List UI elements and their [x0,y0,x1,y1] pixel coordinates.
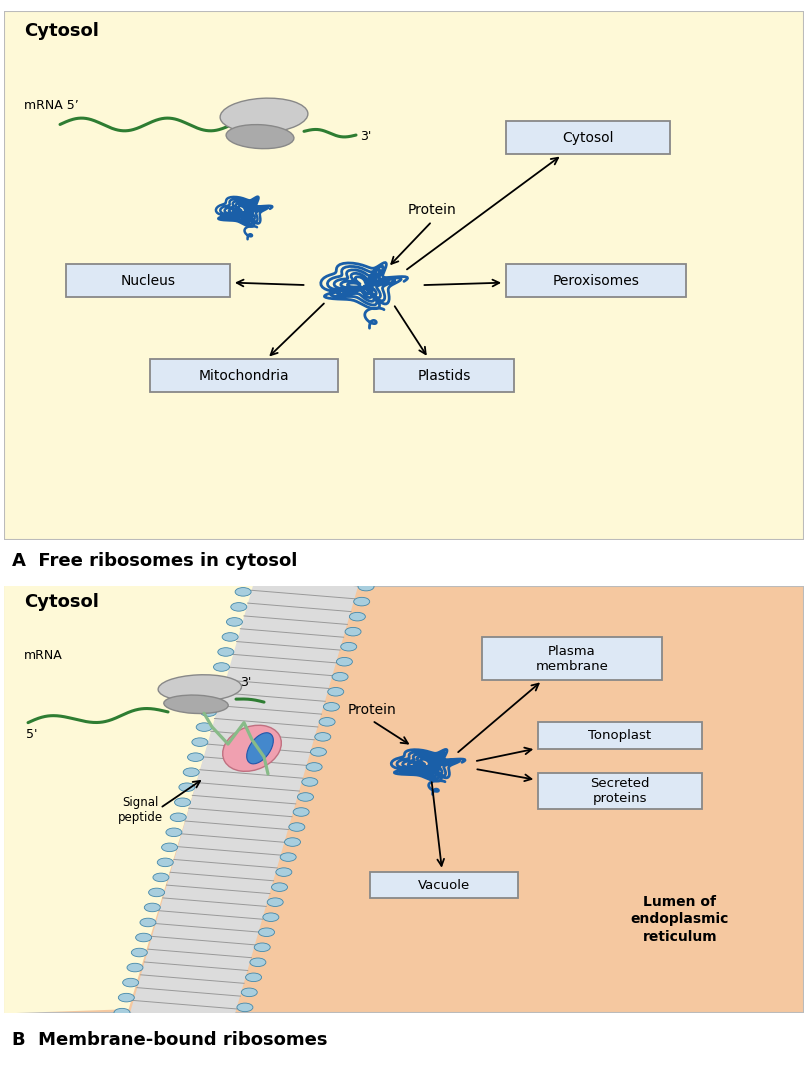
Ellipse shape [226,125,294,149]
Circle shape [162,843,178,852]
Circle shape [237,1003,253,1011]
Text: Cytosol: Cytosol [24,21,99,40]
FancyBboxPatch shape [538,723,701,748]
Circle shape [179,783,195,791]
Circle shape [302,777,318,786]
Circle shape [132,948,147,957]
Text: Protein: Protein [408,203,457,217]
Circle shape [323,702,339,711]
Circle shape [226,618,242,626]
Circle shape [297,793,314,802]
Polygon shape [4,582,257,1013]
Text: 3': 3' [240,677,251,690]
Circle shape [358,583,374,591]
Circle shape [315,732,330,741]
Text: 3': 3' [360,130,372,143]
Text: Cytosol: Cytosol [562,130,614,144]
Circle shape [183,768,200,776]
FancyBboxPatch shape [66,264,229,297]
Circle shape [153,873,169,882]
Text: Vacuole: Vacuole [418,879,470,892]
Circle shape [166,828,182,837]
FancyBboxPatch shape [150,359,338,392]
Polygon shape [128,573,360,1026]
Circle shape [341,642,356,651]
Circle shape [271,883,288,892]
Text: mRNA: mRNA [24,649,63,662]
Circle shape [288,823,305,832]
Circle shape [306,762,322,771]
Circle shape [239,573,255,582]
Text: 5': 5' [27,728,38,741]
FancyBboxPatch shape [507,264,685,297]
Circle shape [187,753,204,761]
Circle shape [158,858,173,867]
FancyBboxPatch shape [374,359,514,392]
Circle shape [175,797,191,806]
Circle shape [328,687,343,696]
Text: B  Membrane-bound ribosomes: B Membrane-bound ribosomes [12,1031,327,1049]
Circle shape [218,648,234,656]
Text: Protein: Protein [348,703,397,717]
Text: Nucleus: Nucleus [120,274,175,288]
Text: Cytosol: Cytosol [24,593,99,611]
Circle shape [145,903,160,912]
Circle shape [170,814,186,822]
Circle shape [319,717,335,726]
Circle shape [191,738,208,746]
Circle shape [310,747,326,756]
Text: Mitochondria: Mitochondria [199,369,289,383]
Text: Plastids: Plastids [417,369,471,383]
Text: Secreted
proteins: Secreted proteins [590,777,650,805]
Circle shape [255,943,270,951]
Circle shape [233,1018,249,1026]
Circle shape [118,993,134,1002]
Circle shape [123,978,139,987]
Circle shape [213,663,229,671]
Circle shape [222,633,238,641]
Circle shape [259,928,275,936]
Ellipse shape [223,725,281,772]
Text: Peroxisomes: Peroxisomes [553,274,639,288]
Circle shape [149,888,165,897]
Circle shape [114,1008,130,1017]
Circle shape [205,693,221,701]
FancyBboxPatch shape [538,773,701,809]
Circle shape [231,603,246,611]
Circle shape [276,868,292,877]
Text: Lumen of
endoplasmic
reticulum: Lumen of endoplasmic reticulum [631,895,729,944]
Circle shape [200,708,217,716]
Circle shape [136,933,152,942]
Circle shape [263,913,279,921]
Circle shape [267,898,283,907]
Circle shape [127,963,143,972]
Circle shape [250,958,266,966]
Circle shape [242,988,257,996]
Circle shape [235,588,251,597]
Circle shape [354,598,370,606]
Circle shape [209,678,225,686]
FancyBboxPatch shape [507,121,670,154]
Circle shape [284,838,301,847]
Text: Tonoplast: Tonoplast [588,729,651,742]
Circle shape [332,672,348,681]
Circle shape [140,918,156,927]
Circle shape [293,808,309,817]
Circle shape [196,723,213,731]
Circle shape [336,657,352,666]
FancyBboxPatch shape [370,872,518,898]
Ellipse shape [164,695,228,713]
Circle shape [345,628,361,636]
Text: mRNA 5’: mRNA 5’ [24,98,79,111]
FancyBboxPatch shape [482,637,662,680]
Text: A  Free ribosomes in cytosol: A Free ribosomes in cytosol [12,553,297,570]
Ellipse shape [220,98,308,133]
Circle shape [349,613,365,621]
Ellipse shape [158,675,242,701]
Ellipse shape [246,732,273,764]
Circle shape [280,853,297,862]
Text: Plasma
membrane: Plasma membrane [536,645,608,672]
Text: Signal
peptide: Signal peptide [117,796,162,824]
Circle shape [246,973,262,981]
